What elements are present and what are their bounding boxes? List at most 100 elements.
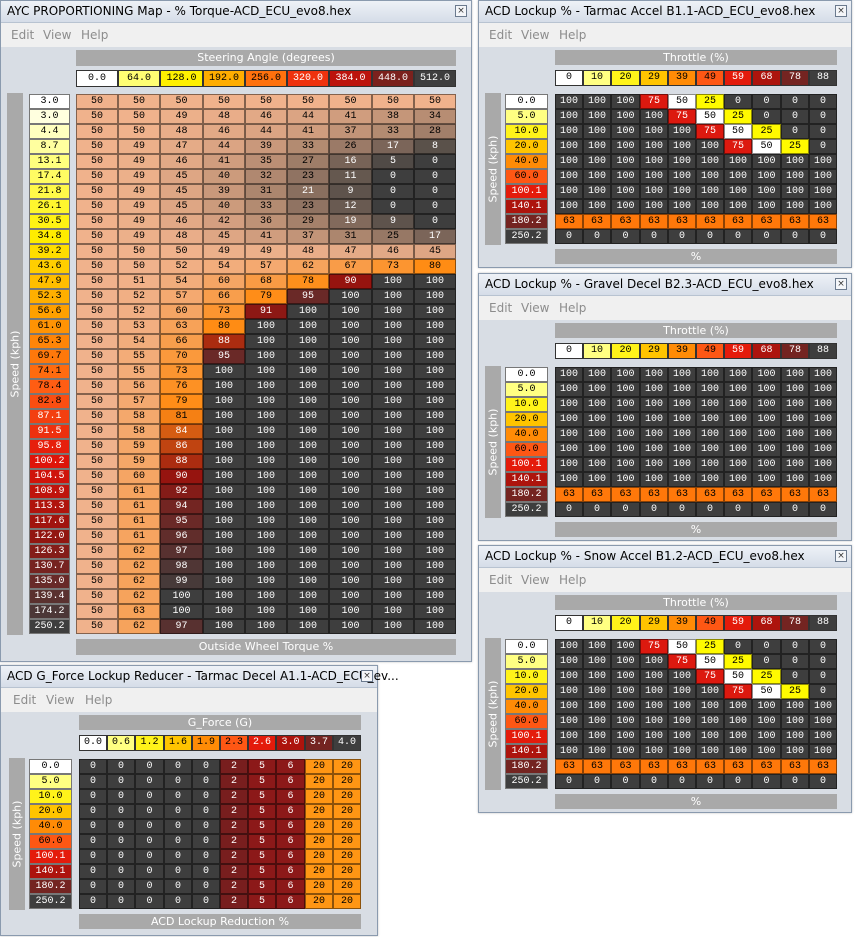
data-cell[interactable]: 100 (640, 427, 668, 442)
data-cell[interactable]: 100 (329, 304, 372, 319)
data-cell[interactable]: 100 (287, 409, 329, 424)
data-cell[interactable]: 100 (752, 744, 781, 759)
data-cell[interactable]: 75 (724, 139, 752, 154)
data-cell[interactable]: 100 (752, 199, 781, 214)
data-cell[interactable]: 100 (724, 397, 752, 412)
data-cell[interactable]: 59 (118, 439, 160, 454)
data-cell[interactable]: 100 (668, 744, 696, 759)
data-cell[interactable]: 100 (583, 109, 611, 124)
data-cell[interactable]: 6 (276, 834, 305, 849)
data-cell[interactable]: 63 (640, 487, 668, 502)
data-cell[interactable]: 6 (276, 804, 305, 819)
data-cell[interactable]: 100 (245, 394, 287, 409)
data-cell[interactable]: 59 (118, 454, 160, 469)
data-cell[interactable]: 50 (76, 484, 118, 499)
snow-titlebar[interactable]: ACD Lockup % - Snow Accel B1.2-ACD_ECU_e… (479, 546, 851, 568)
data-cell[interactable]: 100 (781, 184, 809, 199)
data-cell[interactable]: 100 (668, 184, 696, 199)
gravel-titlebar[interactable]: ACD Lockup % - Gravel Decel B2.3-ACD_ECU… (479, 274, 851, 296)
data-cell[interactable]: 50 (160, 94, 203, 109)
data-cell[interactable]: 100 (555, 684, 583, 699)
data-cell[interactable]: 100 (555, 714, 583, 729)
data-cell[interactable]: 100 (696, 184, 724, 199)
y-axis-cell[interactable]: 174.2 (29, 604, 70, 619)
data-cell[interactable]: 100 (245, 484, 287, 499)
data-cell[interactable]: 100 (414, 619, 456, 634)
y-axis-cell[interactable]: 126.3 (29, 544, 70, 559)
data-cell[interactable]: 5 (248, 759, 276, 774)
data-cell[interactable]: 100 (640, 714, 668, 729)
data-cell[interactable]: 0 (781, 94, 809, 109)
data-cell[interactable]: 100 (372, 469, 414, 484)
data-cell[interactable]: 45 (203, 229, 245, 244)
y-axis-cell[interactable]: 65.3 (29, 334, 70, 349)
x-axis-cell[interactable]: 59 (724, 343, 752, 359)
data-cell[interactable]: 57 (245, 259, 287, 274)
data-cell[interactable]: 46 (160, 214, 203, 229)
data-cell[interactable]: 20 (333, 849, 361, 864)
data-cell[interactable]: 0 (583, 502, 611, 517)
data-cell[interactable]: 0 (668, 774, 696, 789)
data-cell[interactable]: 100 (372, 349, 414, 364)
y-axis-cell[interactable]: 43.6 (29, 259, 70, 274)
data-cell[interactable]: 0 (752, 639, 781, 654)
data-cell[interactable]: 50 (414, 94, 456, 109)
data-cell[interactable]: 25 (724, 654, 752, 669)
data-cell[interactable]: 62 (118, 574, 160, 589)
data-cell[interactable]: 100 (668, 412, 696, 427)
data-cell[interactable]: 100 (329, 469, 372, 484)
data-cell[interactable]: 63 (724, 759, 752, 774)
data-cell[interactable]: 0 (752, 94, 781, 109)
data-cell[interactable]: 100 (640, 412, 668, 427)
data-cell[interactable]: 50 (76, 214, 118, 229)
data-cell[interactable]: 25 (724, 109, 752, 124)
x-axis-cell[interactable]: 39 (668, 70, 696, 86)
data-cell[interactable]: 2 (220, 819, 248, 834)
data-cell[interactable]: 25 (696, 639, 724, 654)
data-cell[interactable]: 100 (203, 544, 245, 559)
data-cell[interactable]: 100 (329, 589, 372, 604)
data-cell[interactable]: 25 (752, 124, 781, 139)
data-cell[interactable]: 100 (611, 397, 640, 412)
data-cell[interactable]: 100 (329, 319, 372, 334)
data-cell[interactable]: 46 (203, 124, 245, 139)
data-cell[interactable]: 88 (203, 334, 245, 349)
data-cell[interactable]: 0 (668, 229, 696, 244)
data-cell[interactable]: 100 (414, 529, 456, 544)
data-cell[interactable]: 50 (118, 94, 160, 109)
data-cell[interactable]: 63 (160, 319, 203, 334)
data-cell[interactable]: 46 (245, 109, 287, 124)
data-cell[interactable]: 100 (640, 684, 668, 699)
data-cell[interactable]: 61 (118, 514, 160, 529)
data-cell[interactable]: 100 (668, 382, 696, 397)
y-axis-cell[interactable]: 47.9 (29, 274, 70, 289)
y-axis-cell[interactable]: 39.2 (29, 244, 70, 259)
menu-view[interactable]: View (521, 573, 550, 587)
data-cell[interactable]: 50 (76, 304, 118, 319)
menu-view[interactable]: View (521, 28, 550, 42)
data-cell[interactable]: 41 (203, 154, 245, 169)
data-cell[interactable]: 100 (203, 379, 245, 394)
y-axis-cell[interactable]: 34.8 (29, 229, 70, 244)
data-cell[interactable]: 0 (164, 789, 192, 804)
data-cell[interactable]: 100 (611, 139, 640, 154)
data-cell[interactable]: 100 (668, 397, 696, 412)
y-axis-cell[interactable]: 0.0 (505, 367, 548, 382)
data-cell[interactable]: 100 (414, 604, 456, 619)
data-cell[interactable]: 50 (76, 229, 118, 244)
data-cell[interactable]: 100 (583, 169, 611, 184)
data-cell[interactable]: 0 (414, 199, 456, 214)
data-cell[interactable]: 0 (164, 879, 192, 894)
data-cell[interactable]: 100 (809, 382, 837, 397)
x-axis-cell[interactable]: 320.0 (287, 70, 329, 87)
x-axis-cell[interactable]: 68 (752, 70, 781, 86)
data-cell[interactable]: 50 (203, 94, 245, 109)
data-cell[interactable]: 100 (329, 499, 372, 514)
data-cell[interactable]: 37 (287, 229, 329, 244)
data-cell[interactable]: 100 (583, 412, 611, 427)
data-cell[interactable]: 0 (781, 774, 809, 789)
data-cell[interactable]: 100 (329, 364, 372, 379)
data-cell[interactable]: 6 (276, 759, 305, 774)
data-cell[interactable]: 100 (668, 169, 696, 184)
x-axis-cell[interactable]: 2.6 (248, 735, 276, 751)
